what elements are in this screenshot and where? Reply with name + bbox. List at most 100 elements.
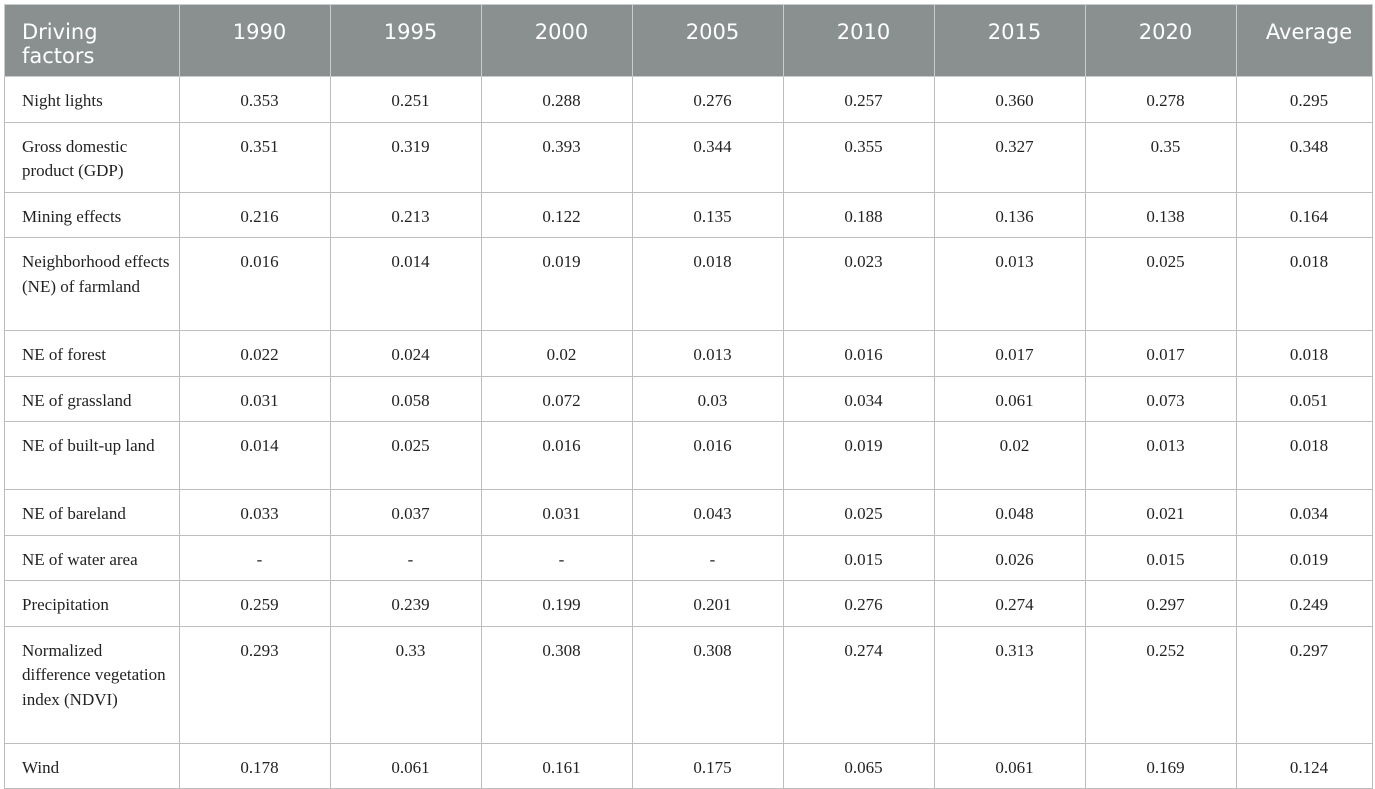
cell-value: 0.018 — [1236, 421, 1373, 490]
cell-value: 0.353 — [179, 76, 331, 123]
cell-value: 0.295 — [1236, 76, 1373, 123]
cell-value: 0.393 — [481, 121, 633, 193]
cell-value: 0.013 — [632, 330, 784, 377]
cell-value: 0.278 — [1085, 76, 1237, 123]
cell-value: 0.016 — [481, 421, 633, 490]
header-2010: 2010 — [783, 4, 935, 77]
cell-value: 0.276 — [783, 580, 935, 627]
cell-value: 0.169 — [1085, 742, 1237, 789]
cell-value: - — [481, 534, 633, 581]
cell-value: 0.136 — [934, 191, 1086, 238]
header-driving-factors: Driving factors — [4, 4, 180, 77]
cell-value: 0.019 — [783, 421, 935, 490]
cell-value: 0.259 — [179, 580, 331, 627]
cell-value: 0.274 — [783, 625, 935, 744]
cell-value: 0.072 — [481, 375, 633, 422]
cell-value: 0.251 — [330, 76, 482, 123]
row-label: NE of water area — [4, 534, 180, 581]
cell-value: 0.018 — [1236, 237, 1373, 331]
cell-value: 0.308 — [632, 625, 784, 744]
cell-value: 0.025 — [1085, 237, 1237, 331]
row-label: NE of bareland — [4, 489, 180, 536]
header-row: Driving factors 1990 1995 2000 2005 2010… — [4, 4, 1373, 77]
cell-value: 0.122 — [481, 191, 633, 238]
cell-value: 0.344 — [632, 121, 784, 193]
table-row: NE of forest 0.022 0.024 0.02 0.013 0.01… — [4, 330, 1373, 377]
cell-value: 0.201 — [632, 580, 784, 627]
cell-value: 0.023 — [783, 237, 935, 331]
table-body: Night lights 0.353 0.251 0.288 0.276 0.2… — [4, 76, 1373, 789]
header-2005: 2005 — [632, 4, 784, 77]
table-row: Wind 0.178 0.061 0.161 0.175 0.065 0.061… — [4, 742, 1373, 789]
cell-value: 0.015 — [1085, 534, 1237, 581]
cell-value: 0.257 — [783, 76, 935, 123]
cell-value: 0.016 — [632, 421, 784, 490]
row-label: Wind — [4, 742, 180, 789]
cell-value: 0.022 — [179, 330, 331, 377]
cell-value: 0.135 — [632, 191, 784, 238]
cell-value: 0.016 — [179, 237, 331, 331]
cell-value: 0.013 — [934, 237, 1086, 331]
cell-value: 0.252 — [1085, 625, 1237, 744]
cell-value: 0.297 — [1236, 625, 1373, 744]
header-2020: 2020 — [1085, 4, 1237, 77]
header-1995: 1995 — [330, 4, 482, 77]
cell-value: 0.319 — [330, 121, 482, 193]
cell-value: 0.297 — [1085, 580, 1237, 627]
cell-value: 0.360 — [934, 76, 1086, 123]
cell-value: 0.239 — [330, 580, 482, 627]
cell-value: 0.031 — [179, 375, 331, 422]
row-label: NE of forest — [4, 330, 180, 377]
cell-value: 0.348 — [1236, 121, 1373, 193]
cell-value: 0.355 — [783, 121, 935, 193]
table-row: Mining effects 0.216 0.213 0.122 0.135 0… — [4, 191, 1373, 238]
cell-value: 0.161 — [481, 742, 633, 789]
cell-value: 0.015 — [783, 534, 935, 581]
cell-value: 0.02 — [481, 330, 633, 377]
cell-value: 0.073 — [1085, 375, 1237, 422]
table-row: NE of built-up land 0.014 0.025 0.016 0.… — [4, 421, 1373, 490]
cell-value: 0.021 — [1085, 489, 1237, 536]
row-label: Night lights — [4, 76, 180, 123]
row-label: Neighborhood effects (NE) of farmland — [4, 237, 180, 331]
cell-value: 0.031 — [481, 489, 633, 536]
cell-value: 0.037 — [330, 489, 482, 536]
cell-value: 0.061 — [934, 742, 1086, 789]
table-row: NE of water area - - - - 0.015 0.026 0.0… — [4, 534, 1373, 581]
cell-value: 0.199 — [481, 580, 633, 627]
cell-value: 0.051 — [1236, 375, 1373, 422]
table-row: Normalized difference vegetation index (… — [4, 625, 1373, 744]
cell-value: 0.249 — [1236, 580, 1373, 627]
table-row: Night lights 0.353 0.251 0.288 0.276 0.2… — [4, 76, 1373, 123]
header-average: Average — [1236, 4, 1373, 77]
driving-factors-table: Driving factors 1990 1995 2000 2005 2010… — [4, 4, 1373, 789]
cell-value: 0.061 — [934, 375, 1086, 422]
header-2000: 2000 — [481, 4, 633, 77]
header-1990: 1990 — [179, 4, 331, 77]
cell-value: 0.351 — [179, 121, 331, 193]
cell-value: 0.33 — [330, 625, 482, 744]
cell-value: - — [179, 534, 331, 581]
row-label: Mining effects — [4, 191, 180, 238]
cell-value: 0.034 — [783, 375, 935, 422]
cell-value: 0.188 — [783, 191, 935, 238]
cell-value: 0.034 — [1236, 489, 1373, 536]
row-label: Normalized difference vegetation index (… — [4, 625, 180, 744]
cell-value: 0.017 — [934, 330, 1086, 377]
cell-value: 0.35 — [1085, 121, 1237, 193]
row-label: Precipitation — [4, 580, 180, 627]
table-row: Neighborhood effects (NE) of farmland 0.… — [4, 237, 1373, 331]
cell-value: 0.048 — [934, 489, 1086, 536]
cell-value: 0.276 — [632, 76, 784, 123]
cell-value: 0.017 — [1085, 330, 1237, 377]
cell-value: 0.178 — [179, 742, 331, 789]
cell-value: 0.018 — [1236, 330, 1373, 377]
cell-value: 0.019 — [481, 237, 633, 331]
cell-value: 0.164 — [1236, 191, 1373, 238]
row-label: NE of grassland — [4, 375, 180, 422]
cell-value: 0.02 — [934, 421, 1086, 490]
cell-value: 0.065 — [783, 742, 935, 789]
row-label: NE of built-up land — [4, 421, 180, 490]
cell-value: 0.213 — [330, 191, 482, 238]
table-row: NE of grassland 0.031 0.058 0.072 0.03 0… — [4, 375, 1373, 422]
